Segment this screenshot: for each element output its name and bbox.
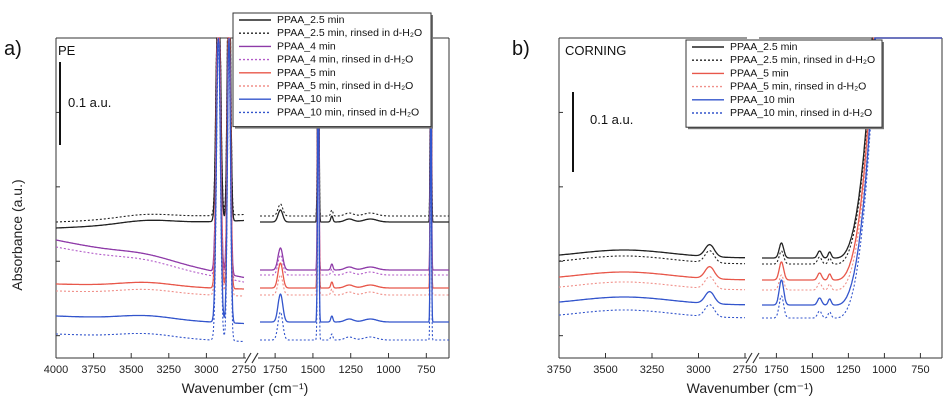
panel-b-label: b) <box>512 38 530 60</box>
panel-a-x-axis-title: Wavenumber (cm⁻¹) <box>182 380 309 396</box>
spectrum-line <box>56 37 244 325</box>
spectrum-line <box>762 37 942 306</box>
x-tick-label: 3750 <box>81 364 105 376</box>
axis-break-mark <box>745 352 753 364</box>
x-tick-label: 3750 <box>547 364 571 376</box>
legend-entry-label: PPAA_5 min, rinsed in d-H₂O <box>730 81 866 93</box>
legend-entry-label: PPAA_10 min <box>730 94 795 106</box>
spectrum-line <box>56 37 244 290</box>
spectrum-line <box>260 37 449 289</box>
spectrum-line <box>558 243 745 259</box>
x-tick-label: 1250 <box>836 364 860 376</box>
x-tick-label: 1500 <box>800 364 824 376</box>
x-tick-label: 2750 <box>733 364 757 376</box>
legend-entry-label: PPAA_2.5 min, rinsed in d-H₂O <box>277 27 422 39</box>
spectrum-line <box>55 37 245 279</box>
panel-b-x-axis-title: Wavenumber (cm⁻¹) <box>687 380 814 396</box>
legend-entry-label: PPAA_5 min <box>730 67 789 79</box>
spectrum-line <box>260 37 449 296</box>
legend-box <box>685 39 883 128</box>
panel-a-sample-label: PE <box>58 43 76 58</box>
axis-break-mark <box>244 352 252 364</box>
axis-break-mark <box>251 352 259 364</box>
x-tick-label: 1000 <box>872 364 896 376</box>
legend-entry-label: PPAA_4 min <box>277 40 336 52</box>
legend-entry-label: PPAA_2.5 min <box>277 14 345 26</box>
x-tick-label: 4000 <box>44 364 68 376</box>
legend-entry-label: PPAA_5 min, rinsed in d-H₂O <box>277 80 413 92</box>
spectrum-line <box>558 276 745 291</box>
x-tick-label: 3000 <box>194 364 218 376</box>
panel-b-scale-bar: 0.1 a.u. <box>572 92 633 172</box>
x-tick-label: 3500 <box>119 364 143 376</box>
x-tick-label: 1500 <box>301 364 325 376</box>
panel-b-x-ticks: 3750 3500 3250 3000 2750 1750 1500 1250 1000 750 <box>547 353 930 376</box>
panel-b-spectra <box>558 37 942 319</box>
x-tick-label: 2750 <box>232 364 256 376</box>
panel-a-label: a) <box>4 38 22 60</box>
spectrum-line <box>260 37 449 276</box>
legend-entry-label: PPAA_10 min, rinsed in d-H₂O <box>277 106 419 118</box>
spectrum-line <box>56 37 244 229</box>
x-tick-label: 1750 <box>263 364 287 376</box>
x-tick-label: 750 <box>417 364 435 376</box>
spectrum-line <box>558 265 745 281</box>
x-tick-label: 750 <box>911 364 929 376</box>
x-tick-label: 3500 <box>593 364 617 376</box>
x-tick-label: 1250 <box>338 364 362 376</box>
legend-entry-label: PPAA_5 min <box>277 67 336 79</box>
spectrum-line <box>558 250 745 265</box>
legend-box <box>232 12 432 128</box>
x-tick-label: 1000 <box>376 364 400 376</box>
legend-entry-label: PPAA_2.5 min, rinsed in d-H₂O <box>730 54 875 66</box>
axis-break-mark <box>752 352 760 364</box>
spectrum-line <box>260 37 449 323</box>
spectrum-line <box>558 304 745 319</box>
panel-a-y-axis-title: Absorbance (a.u.) <box>9 179 25 290</box>
spectrum-line <box>260 37 449 217</box>
spectrum-line <box>260 37 449 223</box>
x-tick-label: 3250 <box>157 364 181 376</box>
panel-a-spectra <box>55 37 449 343</box>
legend-entry-label: PPAA_4 min, rinsed in d-H₂O <box>277 54 413 66</box>
x-tick-label: 3250 <box>640 364 664 376</box>
panel-a: a) PE Absorbance (a.u.) Wavenumber (cm⁻¹… <box>4 12 450 396</box>
panel-a-x-ticks: 4000 3750 3500 3250 3000 2750 1750 1500 1250 1000… <box>44 353 435 376</box>
x-tick-label: 3000 <box>686 364 710 376</box>
legend-entry-label: PPAA_10 min <box>277 93 342 105</box>
panel-b: b) CORNING Wavenumber (cm⁻¹) 3750 3500 325… <box>512 37 943 396</box>
panel-a-scale-bar-label: 0.1 a.u. <box>68 95 111 110</box>
spectrum-line <box>260 54 449 341</box>
spectrum-line <box>260 37 449 271</box>
legend-entry-label: PPAA_10 min, rinsed in d-H₂O <box>730 107 872 119</box>
legend-entry-label: PPAA_2.5 min <box>730 41 798 53</box>
panel-b-sample-label: CORNING <box>565 43 626 58</box>
spectrum-line <box>55 37 245 283</box>
x-tick-label: 1750 <box>764 364 788 376</box>
spectrum-line <box>558 290 745 306</box>
panel-b-scale-bar-label: 0.1 a.u. <box>590 112 633 127</box>
panel-a-scale-bar: 0.1 a.u. <box>59 62 111 145</box>
